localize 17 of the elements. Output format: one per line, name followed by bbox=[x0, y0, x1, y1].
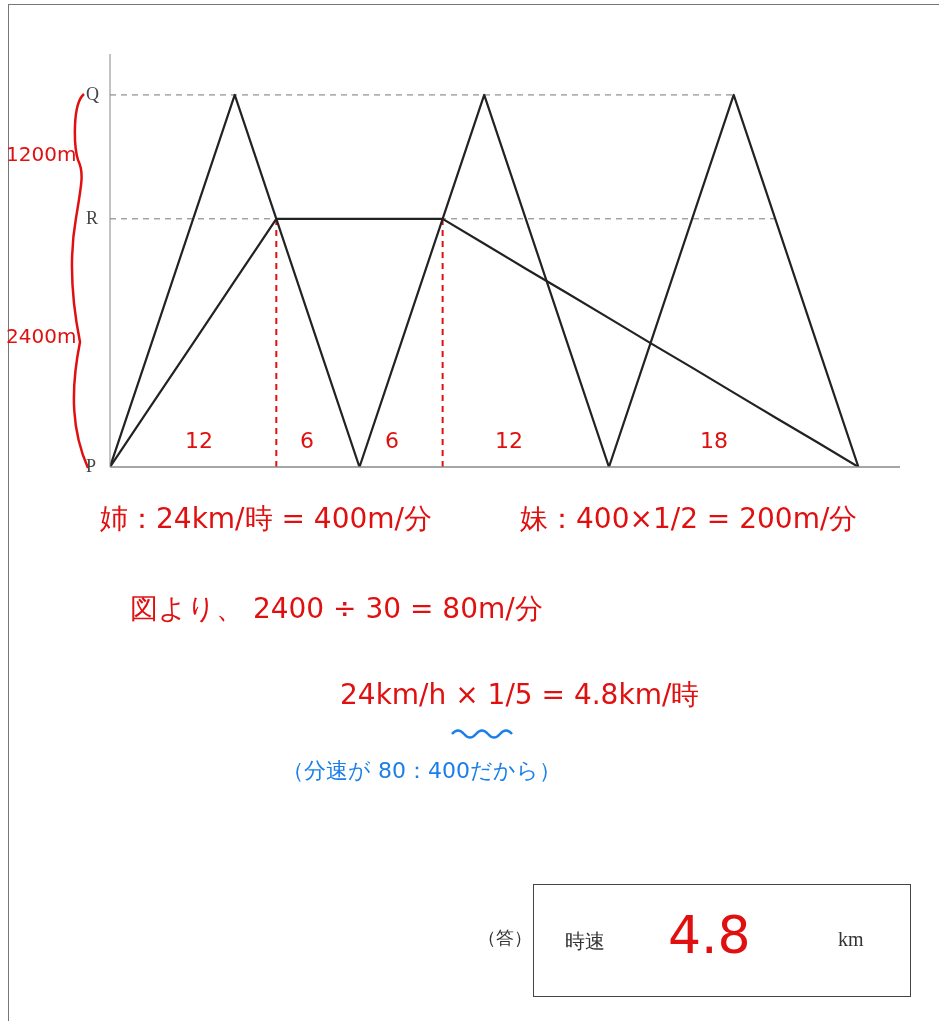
text: 妹：400×1/2 = 200m/分 bbox=[520, 501, 858, 537]
text: 時速 bbox=[565, 929, 605, 954]
text: Q bbox=[86, 84, 99, 105]
text: 4.8 bbox=[668, 905, 751, 965]
annotation: 6 bbox=[300, 428, 314, 453]
text: （分速が 80：400だから） bbox=[282, 757, 561, 785]
text: 24km/h × 1/5 = 4.8km/時 bbox=[340, 677, 700, 713]
annotation: 18 bbox=[700, 428, 728, 453]
annotation: 12 bbox=[185, 428, 213, 453]
text: 姉：24km/時 = 400m/分 bbox=[100, 501, 432, 537]
text: （答） bbox=[478, 927, 532, 950]
annotation: 12 bbox=[495, 428, 523, 453]
text: R bbox=[86, 208, 99, 229]
annotation: 6 bbox=[385, 428, 399, 453]
text: P bbox=[86, 456, 97, 477]
text: 図より、 2400 ÷ 30 = 80m/分 bbox=[130, 591, 543, 627]
text: km bbox=[838, 928, 864, 951]
